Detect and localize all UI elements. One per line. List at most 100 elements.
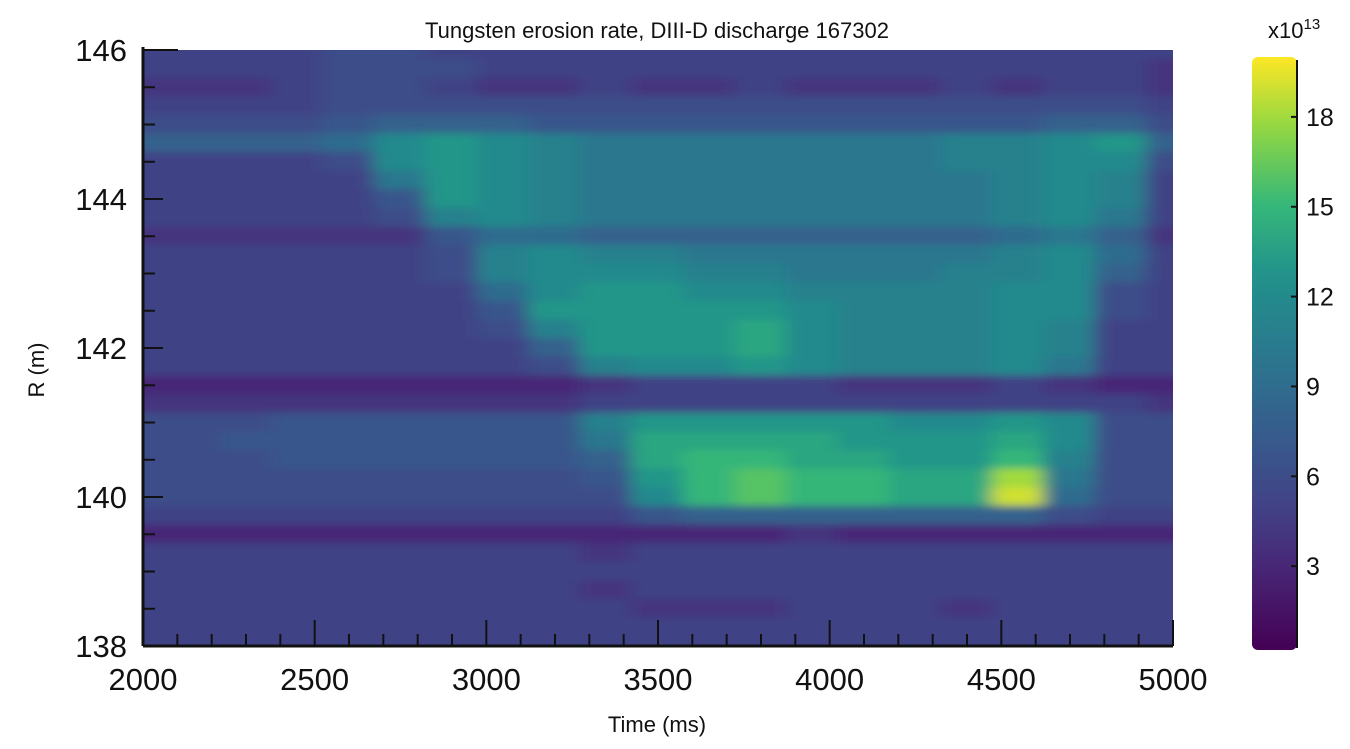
heatmap-cell bbox=[785, 226, 840, 247]
heatmap-cell bbox=[167, 245, 222, 265]
heatmap-cell bbox=[940, 449, 994, 470]
heatmap-cell bbox=[682, 580, 737, 600]
heatmap-cell bbox=[143, 282, 170, 302]
heatmap-cell bbox=[270, 58, 325, 79]
heatmap-cell bbox=[219, 170, 273, 191]
heatmap-cell bbox=[682, 524, 737, 545]
heatmap-cell bbox=[579, 449, 634, 470]
heatmap-cell bbox=[682, 189, 737, 209]
heatmap-cell bbox=[991, 356, 1046, 377]
heatmap-cell bbox=[1094, 282, 1149, 302]
heatmap-cell bbox=[940, 505, 994, 526]
heatmap-cell bbox=[837, 524, 891, 545]
heatmap-cell bbox=[476, 96, 531, 116]
heatmap-cell bbox=[143, 412, 170, 433]
heatmap-cell bbox=[940, 394, 994, 414]
heatmap-cell bbox=[425, 561, 479, 582]
heatmap-cell bbox=[373, 468, 428, 489]
heatmap-cell bbox=[1146, 319, 1173, 340]
heatmap-cell bbox=[579, 170, 634, 191]
heatmap-cell bbox=[1146, 375, 1173, 396]
heatmap-cell bbox=[425, 151, 479, 172]
heatmap-cell bbox=[373, 58, 428, 79]
heatmap-cell bbox=[579, 375, 634, 396]
heatmap-cell bbox=[373, 487, 428, 507]
heatmap-cell bbox=[734, 617, 788, 638]
heatmap-cell bbox=[631, 598, 685, 619]
heatmap-cell bbox=[682, 617, 737, 638]
heatmap-cell bbox=[425, 338, 479, 358]
heatmap-cell bbox=[682, 505, 737, 526]
heatmap-cell bbox=[167, 636, 222, 646]
heatmap-cell bbox=[219, 356, 273, 377]
heatmap-cell bbox=[888, 189, 943, 209]
heatmap-cell bbox=[1146, 356, 1173, 377]
heatmap-cell bbox=[425, 300, 479, 321]
heatmap-cell bbox=[1094, 226, 1149, 247]
heatmap-cell bbox=[143, 375, 170, 396]
heatmap-cell bbox=[425, 356, 479, 377]
heatmap-cell bbox=[991, 412, 1046, 433]
heatmap-cell bbox=[373, 356, 428, 377]
heatmap-cell bbox=[373, 226, 428, 247]
heatmap-cell bbox=[837, 207, 891, 228]
heatmap-cell bbox=[425, 375, 479, 396]
heatmap-cell bbox=[1146, 282, 1173, 302]
heatmap-cell bbox=[991, 207, 1046, 228]
heatmap-cell bbox=[219, 226, 273, 247]
heatmap-cell bbox=[528, 580, 582, 600]
heatmap-cell bbox=[682, 77, 737, 98]
heatmap-cell bbox=[579, 338, 634, 358]
heatmap-cell bbox=[1043, 524, 1097, 545]
heatmap-cell bbox=[167, 58, 222, 79]
heatmap-cell bbox=[785, 356, 840, 377]
heatmap-cell bbox=[785, 598, 840, 619]
heatmap-cell bbox=[219, 487, 273, 507]
heatmap-cell bbox=[734, 245, 788, 265]
heatmap-cell bbox=[270, 524, 325, 545]
heatmap-cell bbox=[270, 263, 325, 284]
heatmap-cell bbox=[631, 543, 685, 563]
heatmap-cell bbox=[991, 375, 1046, 396]
heatmap-cell bbox=[476, 319, 531, 340]
heatmap-cell bbox=[167, 505, 222, 526]
heatmap-cell bbox=[1043, 375, 1097, 396]
heatmap-cell bbox=[837, 151, 891, 172]
heatmap-cell bbox=[322, 412, 376, 433]
heatmap-cell bbox=[940, 319, 994, 340]
heatmap-cell bbox=[837, 468, 891, 489]
heatmap-cell bbox=[1043, 449, 1097, 470]
heatmap-cell bbox=[631, 133, 685, 153]
heatmap-cell bbox=[785, 468, 840, 489]
heatmap-cell bbox=[1043, 412, 1097, 433]
heatmap-cell bbox=[837, 412, 891, 433]
heatmap-cell bbox=[219, 50, 273, 60]
heatmap-cell bbox=[528, 133, 582, 153]
heatmap-cell bbox=[785, 412, 840, 433]
heatmap-cell bbox=[425, 263, 479, 284]
heatmap-cell bbox=[1094, 114, 1149, 135]
heatmap-cell bbox=[143, 356, 170, 377]
heatmap-cell bbox=[167, 412, 222, 433]
heatmap-cell bbox=[631, 431, 685, 451]
heatmap-cell bbox=[322, 487, 376, 507]
heatmap-cell bbox=[734, 543, 788, 563]
heatmap-cell bbox=[528, 561, 582, 582]
heatmap-cell bbox=[373, 561, 428, 582]
heatmap-cell bbox=[682, 96, 737, 116]
heatmap-cell bbox=[1094, 356, 1149, 377]
heatmap-cell bbox=[425, 598, 479, 619]
heatmap-cell bbox=[219, 375, 273, 396]
heatmap-cell bbox=[1094, 77, 1149, 98]
heatmap-cell bbox=[1146, 412, 1173, 433]
heatmap-cell bbox=[1094, 617, 1149, 638]
heatmap-cell bbox=[991, 394, 1046, 414]
heatmap-cell bbox=[1043, 77, 1097, 98]
heatmap-cell bbox=[579, 133, 634, 153]
heatmap-cell bbox=[425, 524, 479, 545]
heatmap-cell bbox=[1094, 300, 1149, 321]
heatmap-cell bbox=[322, 96, 376, 116]
heatmap-cell bbox=[1043, 114, 1097, 135]
heatmap-cell bbox=[991, 133, 1046, 153]
heatmap-cell bbox=[682, 449, 737, 470]
